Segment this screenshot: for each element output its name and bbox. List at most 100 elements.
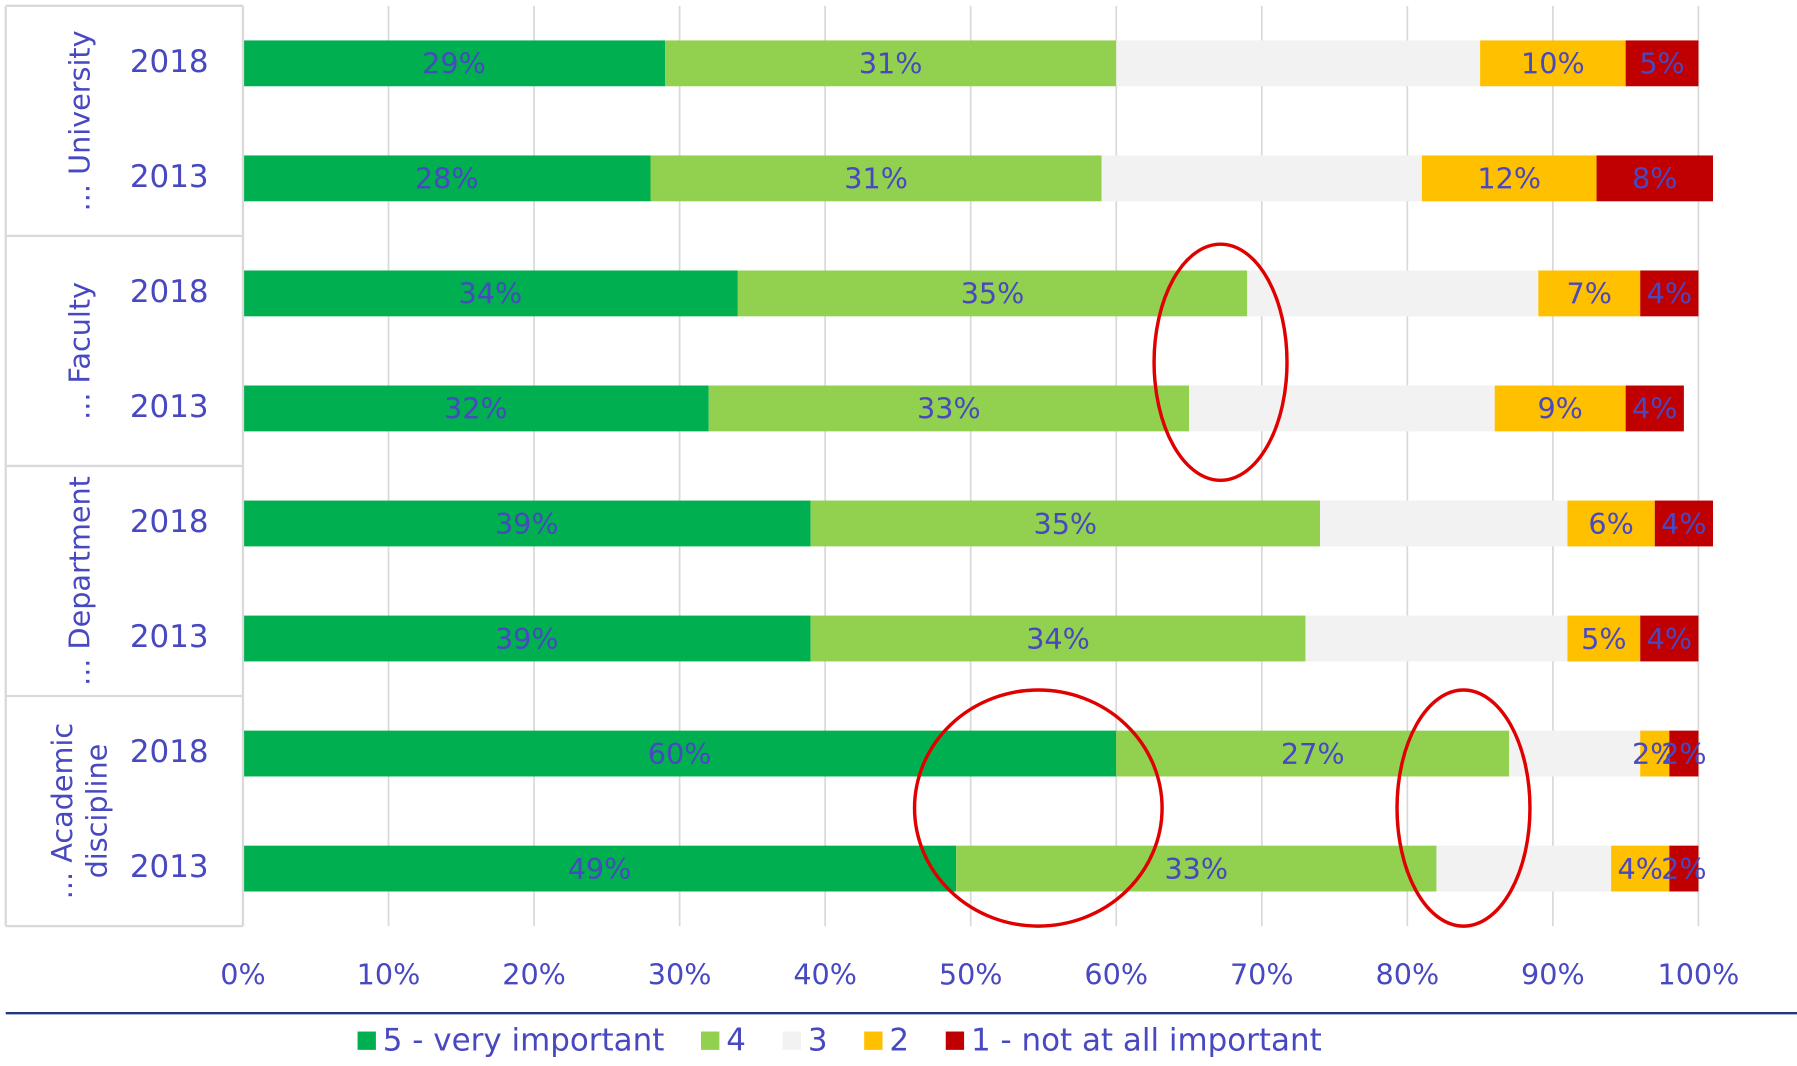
bar-segment xyxy=(1494,385,1626,432)
bar-segment xyxy=(242,500,811,547)
bar-segment xyxy=(1116,730,1510,777)
bar-segment xyxy=(810,500,1321,547)
bar-segment xyxy=(1305,615,1568,662)
bar-segment xyxy=(1669,845,1699,892)
bar-segment xyxy=(1567,500,1655,547)
legend: 5 - very important 4 3 2 1 - not at all impo… xyxy=(357,1022,1322,1058)
legend-label: 3 xyxy=(808,1022,828,1058)
y-tick-label: 2018 xyxy=(130,734,209,770)
data-label: 4% xyxy=(1647,277,1692,311)
data-label: 34% xyxy=(459,277,523,311)
data-label: 39% xyxy=(495,507,559,541)
legend-swatch xyxy=(782,1031,801,1050)
bar-segment xyxy=(1596,155,1713,202)
bar-segment xyxy=(1625,385,1684,432)
bar-segment xyxy=(1567,615,1641,662)
highlight-ellipse xyxy=(912,688,1164,928)
x-tick-label: 80% xyxy=(1376,958,1440,992)
bar-segment xyxy=(1611,845,1670,892)
bar-segment xyxy=(242,155,651,202)
group-label-frame: ... Academic discipline xyxy=(45,722,114,900)
data-label: 12% xyxy=(1477,162,1541,196)
y-tick-label: 2013 xyxy=(130,849,209,885)
bar-segment xyxy=(1654,500,1713,547)
bar-segment xyxy=(1320,500,1568,547)
data-label: 8% xyxy=(1632,162,1677,196)
data-label: 4% xyxy=(1661,507,1706,541)
y-tick-label: 2018 xyxy=(130,504,209,540)
data-label: 33% xyxy=(917,392,981,426)
group-label-box: ... University xyxy=(63,30,96,211)
bar-segment xyxy=(956,845,1437,892)
y-tick-label: 2013 xyxy=(130,389,209,425)
x-tick-label: 50% xyxy=(939,958,1003,992)
group-label-box: ... Department xyxy=(63,476,97,686)
bar-segment xyxy=(1669,730,1699,777)
data-label: 34% xyxy=(1026,622,1090,656)
group-label-frame: ... University xyxy=(63,30,96,211)
group-label: ... Department xyxy=(63,476,97,686)
x-tick-label: 10% xyxy=(357,958,421,992)
legend-swatch xyxy=(701,1031,720,1050)
highlight-ellipse xyxy=(1395,688,1532,928)
data-label: 4% xyxy=(1632,392,1677,426)
bar-segment xyxy=(708,385,1190,432)
bar-layer: 29% 31% 10% 5% 28% 31% 12% 8% 34% 35% 7% 4% 32% 33% 9%… xyxy=(242,40,1713,892)
x-tick-label: 30% xyxy=(648,958,712,992)
x-tick-label: 100% xyxy=(1657,958,1739,992)
y-tick-label: 2013 xyxy=(130,159,209,195)
legend-swatch xyxy=(945,1031,965,1050)
legend-label: 4 xyxy=(726,1022,746,1058)
data-label: 2% xyxy=(1661,737,1706,771)
bar-segment xyxy=(1538,270,1641,317)
bar-segment xyxy=(1480,40,1626,87)
data-label: 10% xyxy=(1521,47,1585,81)
highlight-ellipse xyxy=(1152,242,1289,483)
grid-layer: 0% 10% 20% 30% 40% 50% 60% 70% 80% 90% 100% ... Uni… xyxy=(5,4,1739,992)
bar-segment xyxy=(1509,730,1641,777)
data-label: 5% xyxy=(1581,622,1626,656)
legend-swatch xyxy=(864,1031,883,1050)
data-label: 2% xyxy=(1661,852,1706,886)
group-label-box: ... Academic discipline xyxy=(45,722,114,900)
data-label: 32% xyxy=(444,392,508,426)
data-label: 4% xyxy=(1618,852,1663,886)
y-tick-label: 2013 xyxy=(130,619,209,655)
bar-segment xyxy=(1640,270,1699,317)
group-label-frame: ... Department xyxy=(63,476,97,686)
bar-segment xyxy=(242,615,811,662)
data-label: 39% xyxy=(495,622,559,656)
x-tick-label: 40% xyxy=(793,958,857,992)
bar-segment xyxy=(1247,270,1539,317)
data-label: 35% xyxy=(961,277,1025,311)
data-label: 9% xyxy=(1537,392,1582,426)
data-label: 4% xyxy=(1647,622,1692,656)
data-label: 60% xyxy=(648,737,712,771)
x-tick-label: 90% xyxy=(1521,958,1585,992)
bar-segment xyxy=(1189,385,1495,432)
bar-segment xyxy=(1640,730,1670,777)
frame xyxy=(4,5,1797,1015)
x-tick-label: 70% xyxy=(1230,958,1294,992)
data-label: 28% xyxy=(415,162,479,196)
data-label: 49% xyxy=(568,852,632,886)
x-tick-label: 0% xyxy=(220,958,265,992)
bar-segment xyxy=(242,385,709,432)
bar-segment xyxy=(242,730,1117,777)
legend-swatch xyxy=(357,1031,376,1050)
bar-segment xyxy=(242,270,738,317)
data-label: 31% xyxy=(859,47,923,81)
x-tick-label: 60% xyxy=(1084,958,1148,992)
legend-label: 2 xyxy=(889,1022,909,1058)
bar-segment xyxy=(650,155,1102,202)
x-tick-label: 20% xyxy=(502,958,566,992)
bar-segment xyxy=(1116,40,1481,87)
data-label: 6% xyxy=(1588,507,1633,541)
group-label-frame: ... Faculty xyxy=(63,282,96,420)
bar-segment xyxy=(810,615,1306,662)
annotations xyxy=(912,242,1532,928)
group-label: ... Academic discipline xyxy=(45,722,114,900)
bar-segment xyxy=(665,40,1117,87)
